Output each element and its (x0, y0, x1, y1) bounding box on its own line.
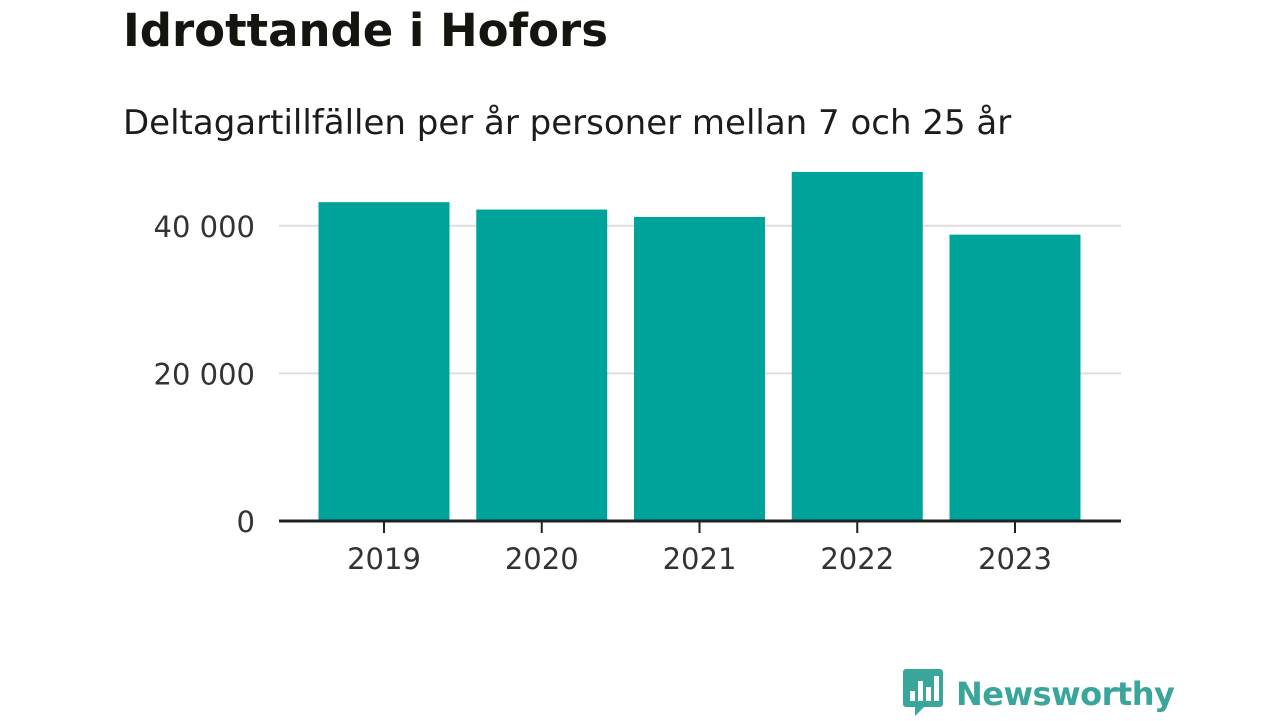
bar-2022 (791, 171, 923, 521)
x-tick-label: 2022 (820, 542, 894, 576)
y-tick-label: 0 (237, 505, 255, 539)
newsworthy-logo: Newsworthy (902, 667, 1175, 721)
x-tick-label: 2023 (978, 542, 1052, 576)
x-tick-label: 2020 (505, 542, 579, 576)
newsworthy-chat-bar-icon (902, 667, 944, 721)
bar-2020 (476, 209, 608, 521)
brand-name: Newsworthy (956, 675, 1175, 713)
axes: 0 20 000 40 000 2019 2020 2021 2022 2023 (154, 210, 1121, 576)
bar-2021 (634, 216, 765, 521)
x-tick-label: 2019 (347, 542, 421, 576)
bars (318, 171, 1081, 521)
y-tick-label: 20 000 (154, 357, 255, 391)
x-tick-label: 2021 (663, 542, 737, 576)
bar-2019 (318, 202, 450, 521)
chart-subtitle: Deltagartillfällen per år personer mella… (123, 103, 1012, 143)
chart-title: Idrottande i Hofors (123, 4, 609, 57)
bar-2023 (949, 234, 1081, 521)
y-tick-label: 40 000 (154, 210, 255, 244)
